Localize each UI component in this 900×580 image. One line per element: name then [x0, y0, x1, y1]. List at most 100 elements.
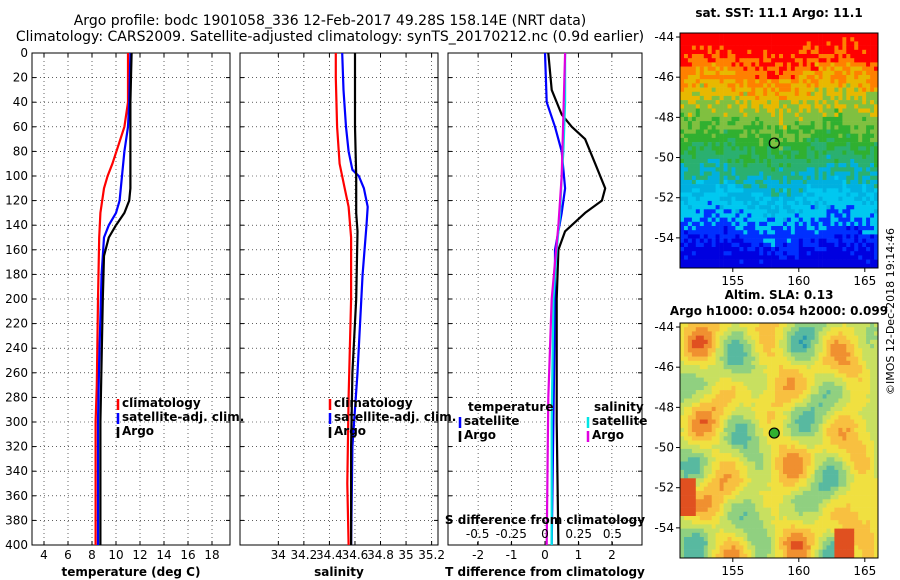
- sla-cell: [775, 394, 780, 399]
- sst-cell: [727, 62, 732, 67]
- sst-cell: [775, 142, 780, 147]
- sla-cell: [783, 465, 788, 471]
- sla-cell: [751, 406, 756, 412]
- sst-cell: [802, 142, 808, 147]
- sst-cell: [751, 167, 756, 172]
- sla-cell: [684, 457, 689, 462]
- sst-cell: [695, 205, 701, 210]
- sst-cell: [854, 87, 859, 93]
- sla-cell: [870, 369, 875, 374]
- sst-cell: [767, 137, 772, 143]
- sst-cell: [846, 142, 851, 147]
- sst-cell: [715, 255, 720, 260]
- sla-cell: [838, 385, 843, 391]
- sst-cell: [854, 200, 859, 206]
- sst-cell: [794, 171, 800, 176]
- sst-cell: [731, 100, 736, 105]
- sla-cell: [695, 348, 701, 353]
- sla-cell: [858, 356, 863, 362]
- sla-cell: [798, 390, 804, 395]
- sla-cell: [806, 390, 811, 395]
- sla-cell: [790, 448, 796, 454]
- sst-cell: [830, 200, 835, 206]
- sst-cell: [842, 158, 847, 164]
- sst-cell: [763, 259, 768, 265]
- sla-cell: [747, 406, 752, 412]
- sst-cell: [814, 192, 819, 197]
- sst-cell: [783, 45, 788, 51]
- sst-cell: [723, 125, 728, 130]
- sla-cell: [731, 402, 736, 408]
- sst-cell: [798, 49, 804, 55]
- sst-cell: [719, 41, 724, 46]
- series-line-climatology: [334, 53, 353, 546]
- sst-cell: [794, 184, 800, 189]
- sst-cell: [771, 125, 776, 130]
- sla-cell: [747, 415, 752, 420]
- sla-cell: [802, 419, 808, 424]
- sla-cell: [826, 394, 831, 399]
- sst-cell: [703, 192, 709, 197]
- sst-cell: [747, 247, 752, 252]
- sst-cell: [743, 133, 748, 139]
- sla-cell: [684, 369, 689, 374]
- sst-cell: [711, 188, 716, 193]
- sst-cell: [743, 83, 748, 88]
- sla-cell: [870, 323, 875, 328]
- sla-cell: [854, 381, 859, 387]
- sst-cell: [755, 142, 760, 147]
- sla-cell: [707, 411, 712, 416]
- sla-cell: [854, 365, 859, 370]
- sst-cell: [790, 146, 796, 151]
- sla-cell: [684, 323, 689, 328]
- sla-cell: [798, 432, 804, 437]
- x-tick-label: 0: [541, 548, 549, 562]
- sst-cell: [830, 209, 835, 214]
- sst-cell: [874, 125, 879, 130]
- sst-cell: [703, 116, 709, 122]
- sla-cell: [695, 327, 701, 332]
- sst-cell: [771, 209, 776, 214]
- sla-cell: [779, 461, 784, 466]
- sst-cell: [783, 95, 788, 101]
- sst-cell: [779, 95, 784, 101]
- sst-cell: [684, 259, 689, 265]
- sst-cell: [830, 121, 835, 126]
- sst-cell: [802, 95, 808, 101]
- sst-cell: [687, 200, 693, 206]
- sla-cell: [759, 453, 764, 458]
- sst-cell: [790, 163, 796, 168]
- sst-cell: [810, 125, 815, 130]
- sst-cell: [763, 163, 768, 168]
- sla-cell: [802, 365, 808, 370]
- sla-cell: [854, 339, 859, 345]
- sst-cell: [830, 255, 835, 260]
- sla-cell: [834, 402, 839, 408]
- sst-cell: [858, 196, 863, 202]
- sst-cell: [874, 70, 879, 76]
- sst-cell: [767, 226, 772, 231]
- sla-cell: [739, 474, 744, 479]
- sla-cell: [775, 360, 780, 366]
- sst-cell: [834, 133, 839, 139]
- sla-cell: [711, 406, 716, 412]
- sla-cell: [727, 377, 732, 383]
- sla-cell: [822, 323, 827, 328]
- sla-cell: [783, 448, 788, 454]
- sst-cell: [767, 167, 772, 172]
- sst-cell: [747, 200, 752, 206]
- sla-cell: [723, 440, 728, 445]
- sst-cell: [771, 91, 776, 97]
- sla-cell: [786, 339, 792, 345]
- sst-cell: [866, 251, 871, 256]
- sst-cell: [814, 150, 819, 155]
- sst-cell: [767, 125, 772, 130]
- sst-cell: [771, 112, 776, 118]
- sla-cell: [711, 369, 716, 374]
- sla-cell: [739, 381, 744, 387]
- sst-cell: [790, 79, 796, 84]
- sst-cell: [810, 137, 815, 143]
- sst-cell: [767, 121, 772, 126]
- sst-cell: [862, 154, 867, 160]
- sst-cell: [858, 129, 863, 134]
